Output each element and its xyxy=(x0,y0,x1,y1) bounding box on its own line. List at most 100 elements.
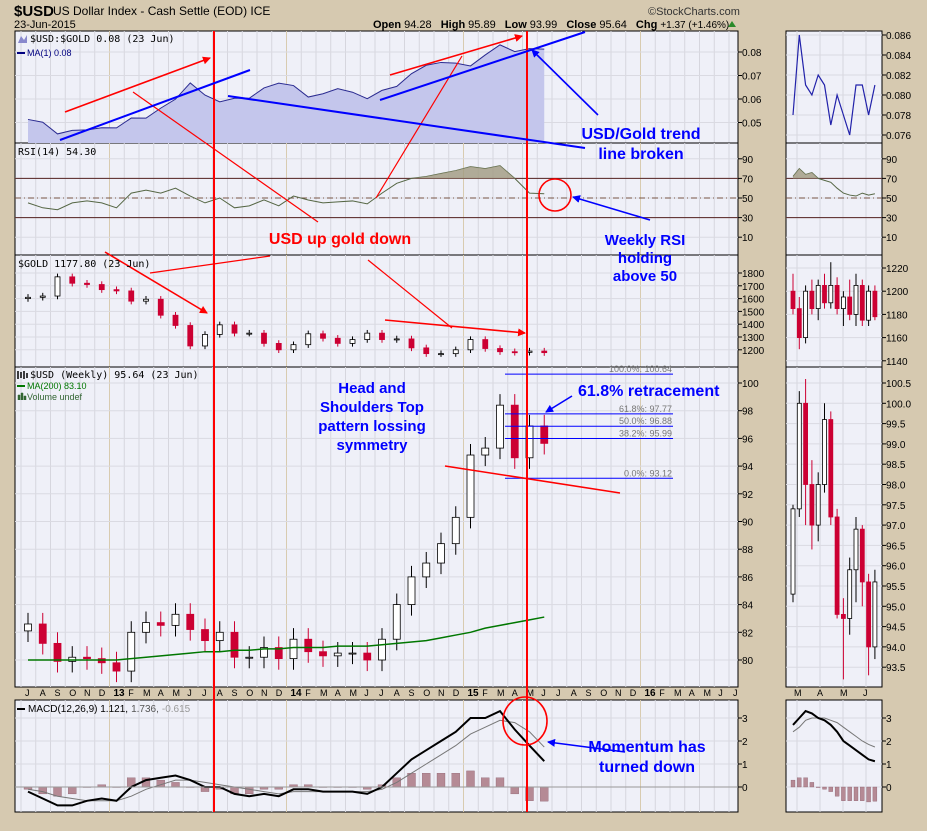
side-macd-axis-label: 0 xyxy=(886,783,892,794)
blue-trendline-ratio-2015 xyxy=(379,31,586,101)
x-axis-label: A xyxy=(571,688,577,698)
x-axis-label: F xyxy=(482,688,488,698)
blue-arrow-momentum xyxy=(547,738,626,753)
x-axis-label: J xyxy=(379,688,384,698)
head-shoulders-callout: symmetry xyxy=(337,437,409,454)
macd-legend-icon xyxy=(17,708,25,710)
legend-usd-volume: Volume undef xyxy=(27,392,83,402)
macd-line xyxy=(27,709,545,807)
side-gold-candle xyxy=(866,290,871,321)
usd-axis-label: 94 xyxy=(742,462,754,473)
legend-macd: MACD(12,26,9) 1.121, 1.736, -0.615 xyxy=(28,704,191,715)
side-usd-axis-label: 98.0 xyxy=(886,481,906,492)
gold-axis-label: 1200 xyxy=(742,346,765,357)
x-axis-label: A xyxy=(217,688,223,698)
momentum-callout: turned down xyxy=(599,759,695,776)
x-axis-label: S xyxy=(409,688,415,698)
legend-gold: $GOLD 1177.80 (23 Jun) xyxy=(18,259,150,270)
panels: 0.08 0.07 0.06 0.05 0.086 0.084 0.082 0.080 0.07… xyxy=(14,30,911,813)
side-usd-axis-label: 95.5 xyxy=(886,582,906,593)
side-usd-candle xyxy=(866,581,871,648)
x-axis-label: J xyxy=(25,688,30,698)
x-axis-label: F xyxy=(659,688,665,698)
side-macd-histogram-bar xyxy=(853,786,859,801)
red-neckline xyxy=(444,465,621,494)
gold-candle xyxy=(25,296,31,300)
usd-candle xyxy=(304,638,313,653)
x-axis-label: N xyxy=(438,688,445,698)
usd-candle xyxy=(422,562,431,578)
x-axis-label: M xyxy=(350,688,358,698)
gold-candle xyxy=(98,284,105,291)
ratio-area xyxy=(28,44,545,143)
gold-candle xyxy=(187,325,194,347)
low-label: Low xyxy=(505,19,527,31)
usd-candle xyxy=(230,631,239,658)
usd-panel xyxy=(14,366,739,688)
side-usd-candle xyxy=(828,419,834,518)
side-usd-axis-label: 96.5 xyxy=(886,541,906,552)
side-rsi-axis-label: 70 xyxy=(886,174,898,185)
side-ratio-axis-label: 0.078 xyxy=(886,111,911,122)
side-gold-axis-label: 1200 xyxy=(886,287,909,298)
weekly-rsi-callout: above 50 xyxy=(613,268,677,285)
x-axis-label: N xyxy=(261,688,268,698)
volume-legend-icon xyxy=(17,392,27,400)
chg-value: +1.37 (+1.46%) xyxy=(660,20,729,31)
close-value: 95.64 xyxy=(599,19,627,31)
side-usd-candle xyxy=(822,419,827,485)
line-legend-icon xyxy=(17,52,25,54)
ratio-axis-label: 0.08 xyxy=(742,48,762,59)
side-macd-histogram-bar xyxy=(816,786,821,788)
usd-candle xyxy=(186,613,195,630)
side-usd-candle xyxy=(790,508,796,595)
side-usd-candle xyxy=(847,569,853,619)
ma200-line xyxy=(28,616,545,661)
x-axis-label: J xyxy=(364,688,369,698)
gold-candle xyxy=(39,295,46,298)
usd-candle xyxy=(378,638,386,661)
gold-candle xyxy=(231,324,238,334)
x-axis-label: J xyxy=(187,688,192,698)
gold-candle xyxy=(290,344,297,351)
macd-histogram-bar xyxy=(245,786,254,795)
red-line-to-callout xyxy=(132,91,319,223)
side-macd-histogram-bar xyxy=(834,786,840,797)
macd-histogram-bar xyxy=(481,777,490,788)
fib-level-label: 100.0%: 100.64 xyxy=(609,364,672,374)
legend-usd-ma: MA(200) 83.10 xyxy=(27,381,87,391)
side-macd-histogram-bar xyxy=(803,777,808,788)
side-rsi-overbought-fill xyxy=(793,168,875,179)
side-macd-histogram-bar xyxy=(809,782,815,788)
red-circle-rsi xyxy=(538,178,572,212)
macd-histogram-bar xyxy=(495,777,505,788)
side-usd-candle xyxy=(872,581,878,648)
side-usd-candle xyxy=(809,484,815,526)
side-macd-histogram-bar xyxy=(860,786,865,801)
x-axis-label: S xyxy=(55,688,61,698)
red-arrow-ratio-2012 xyxy=(64,56,211,113)
gold-candle xyxy=(54,276,61,297)
rsi-axis-label: 10 xyxy=(742,233,754,244)
side-gold-candle xyxy=(803,290,808,339)
x-axis-label: A xyxy=(335,688,341,698)
legend-usd: $USD (Weekly) 95.64 (23 Jun) xyxy=(30,370,199,381)
usd-axis-label: 80 xyxy=(742,656,754,667)
x-axis-label: J xyxy=(556,688,561,698)
side-usd-axis-label: 97.0 xyxy=(886,521,906,532)
macd-value: MACD(12,26,9) 1.121, xyxy=(28,704,128,715)
side-macd-histogram-bar xyxy=(866,786,871,803)
symbol: $USD xyxy=(14,3,54,20)
macd-hist-value: -0.615 xyxy=(162,704,191,715)
macd-axis-label: 2 xyxy=(742,737,748,748)
side-rsi-panel xyxy=(785,142,883,256)
side-gold-candle xyxy=(853,284,859,315)
rsi-overbought-fill xyxy=(28,165,545,179)
x-axis-label: M xyxy=(143,688,151,698)
usd-candle xyxy=(392,604,401,640)
gold-candle xyxy=(305,333,312,346)
gold-candle xyxy=(408,338,415,349)
rsi-axis-label: 70 xyxy=(742,174,754,185)
usd-candle xyxy=(407,576,416,606)
usd-candle xyxy=(127,631,136,672)
